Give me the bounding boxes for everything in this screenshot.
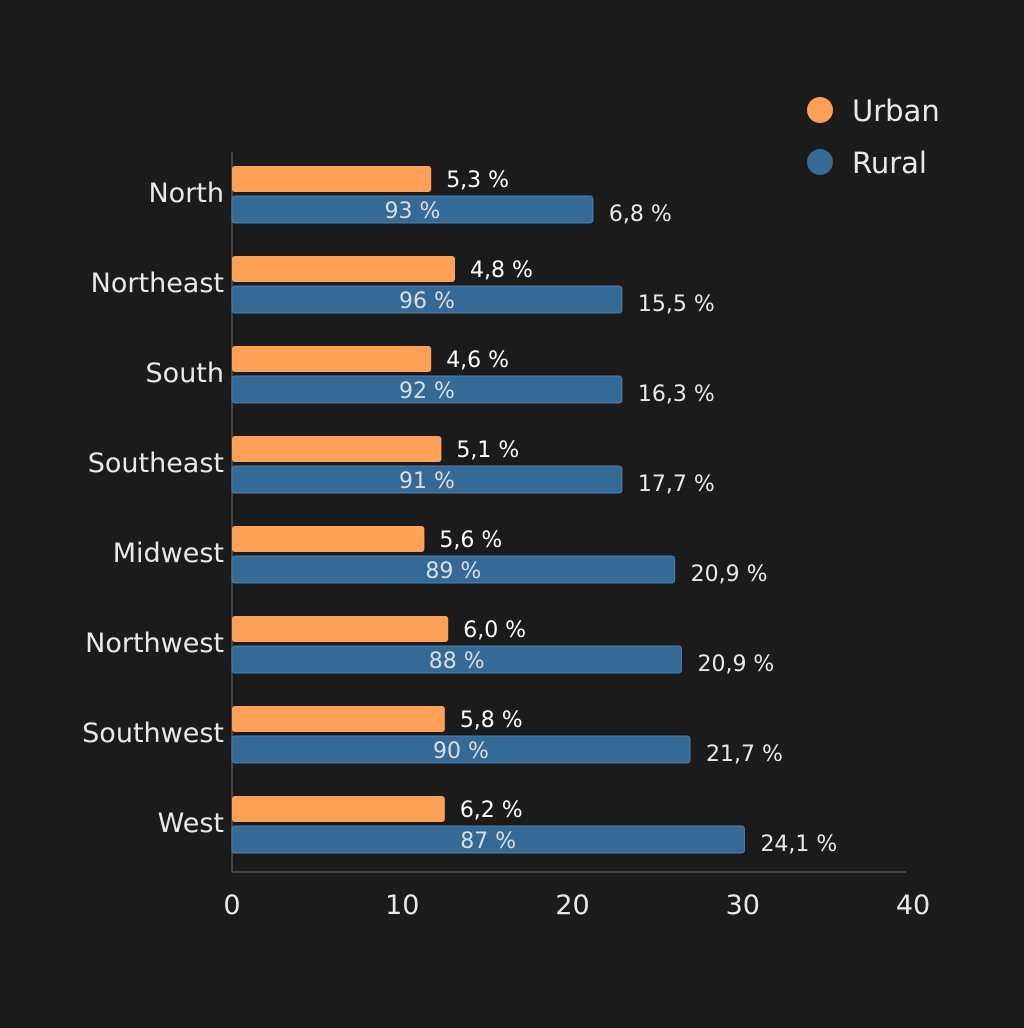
category-label: Midwest — [113, 538, 224, 569]
bar-rural — [231, 285, 623, 314]
category-label: Southeast — [88, 448, 224, 479]
data-label-urban: 4,6 % — [446, 348, 509, 373]
legend-marker-urban — [807, 97, 833, 123]
legend-marker-rural — [807, 149, 833, 175]
bar-urban — [232, 346, 432, 372]
x-tick-label: 0 — [223, 890, 240, 921]
data-label-rural: 20,9 % — [697, 652, 774, 677]
data-label-rural-inner: 96 % — [399, 289, 455, 314]
category-label: Northwest — [85, 628, 224, 659]
data-label-urban: 5,3 % — [446, 168, 509, 193]
legend-label-rural: Rural — [852, 146, 927, 180]
data-label-rural: 21,7 % — [706, 742, 783, 767]
x-tick-label: 10 — [385, 890, 419, 921]
data-label-rural-inner: 87 % — [460, 829, 516, 854]
bar-urban — [232, 616, 449, 642]
data-label-rural: 24,1 % — [760, 832, 837, 857]
data-label-rural: 15,5 % — [638, 292, 715, 317]
data-label-rural: 20,9 % — [691, 562, 768, 587]
data-label-rural-inner: 89 % — [425, 559, 481, 584]
data-label-rural: 17,7 % — [638, 472, 715, 497]
bar-urban — [232, 436, 442, 462]
data-label-rural: 6,8 % — [609, 202, 672, 227]
x-tick-label: 30 — [726, 890, 760, 921]
bar-rural — [231, 555, 676, 584]
category-label: South — [146, 358, 224, 389]
category-label: Southwest — [82, 718, 224, 749]
data-label-urban: 5,8 % — [460, 708, 523, 733]
bar-urban — [232, 706, 445, 732]
bar-urban — [232, 796, 445, 822]
bar-rural — [231, 735, 691, 764]
data-label-urban: 6,0 % — [463, 618, 526, 643]
category-label: West — [158, 808, 224, 839]
bar-rural — [231, 375, 623, 404]
data-label-rural-inner: 92 % — [399, 379, 455, 404]
bar-rural — [231, 465, 623, 494]
category-label: North — [148, 178, 224, 209]
category-label: Northeast — [91, 268, 224, 299]
bar-urban — [232, 526, 425, 552]
data-label-urban: 6,2 % — [460, 798, 523, 823]
bar-urban — [232, 256, 456, 282]
legend-label-urban: Urban — [852, 94, 940, 128]
bar-rural — [231, 195, 594, 224]
x-tick-label: 40 — [896, 890, 930, 921]
data-label-urban: 5,1 % — [456, 438, 519, 463]
bar-rural — [231, 825, 745, 854]
data-label-rural-inner: 90 % — [433, 739, 489, 764]
data-label-rural-inner: 93 % — [385, 199, 441, 224]
x-tick-label: 20 — [555, 890, 589, 921]
data-label-rural-inner: 88 % — [429, 649, 485, 674]
data-label-urban: 5,6 % — [439, 528, 502, 553]
data-label-urban: 4,8 % — [470, 258, 533, 283]
data-label-rural: 16,3 % — [638, 382, 715, 407]
data-label-rural-inner: 91 % — [399, 469, 455, 494]
legend: Urban Rural — [807, 94, 940, 180]
bar-urban — [232, 166, 432, 192]
bar-rural — [231, 645, 682, 674]
